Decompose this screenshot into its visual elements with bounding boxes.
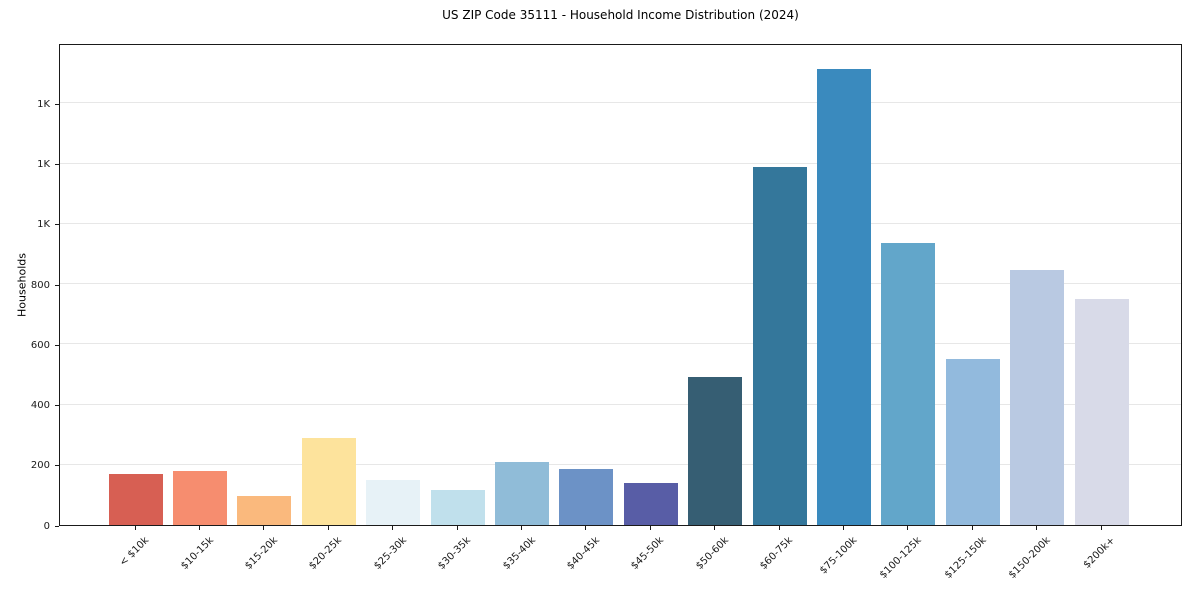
bar — [881, 243, 936, 525]
y-tick-label: 200 — [30, 460, 50, 472]
plot-area — [59, 44, 1182, 526]
y-tick-mark — [55, 103, 59, 105]
bar — [494, 461, 549, 525]
gridline — [60, 403, 1181, 405]
y-tick-mark — [55, 164, 59, 165]
gridline — [60, 162, 1181, 164]
x-tick-mark — [392, 526, 394, 530]
x-tick-label: $50-60k — [693, 535, 731, 572]
x-tick-mark — [1036, 526, 1038, 530]
x-tick-label: $35-40k — [500, 535, 538, 572]
x-tick-mark — [907, 526, 909, 530]
x-tick-label: < $10k — [117, 535, 152, 569]
y-tick-label: 400 — [30, 400, 50, 411]
x-tick-label: $25-30k — [371, 535, 409, 572]
y-tick-label: 1K — [37, 159, 50, 170]
y-tick-mark — [55, 284, 59, 286]
x-tick-label: $10-15k — [178, 535, 216, 572]
x-tick-mark — [520, 526, 522, 530]
gridline — [60, 222, 1181, 224]
x-tick-mark — [327, 526, 329, 530]
gridline — [60, 343, 1181, 345]
bar — [1010, 270, 1065, 525]
x-tick-mark — [971, 526, 973, 530]
bar — [559, 469, 614, 525]
bar — [752, 166, 807, 525]
x-tick-mark — [263, 526, 265, 530]
bar — [816, 68, 871, 525]
chart-title: US ZIP Code 35111 - Household Income Dis… — [442, 8, 799, 22]
x-tick-label: $125-150k — [942, 535, 989, 581]
y-tick-mark — [55, 344, 59, 346]
x-tick-label: $150-200k — [1006, 535, 1053, 581]
x-tick-label: $40-45k — [565, 535, 603, 572]
x-tick-mark — [1100, 526, 1102, 530]
y-tick-mark — [55, 405, 59, 406]
x-tick-mark — [842, 526, 844, 530]
y-tick-label: 800 — [30, 279, 50, 291]
x-tick-mark — [134, 526, 136, 530]
x-tick-mark — [649, 526, 651, 530]
bar — [366, 479, 421, 525]
bar — [108, 473, 163, 525]
bar — [430, 490, 485, 525]
x-tick-label: $75-100k — [818, 535, 860, 577]
gridline — [60, 102, 1181, 104]
bar — [688, 377, 743, 525]
bar — [945, 359, 1000, 525]
x-tick-label: $15-20k — [243, 535, 281, 572]
gridline — [60, 283, 1181, 284]
x-tick-label: $200k+ — [1081, 535, 1118, 571]
x-tick-mark — [714, 526, 716, 530]
bar — [172, 470, 227, 525]
gridline — [60, 463, 1181, 465]
x-tick-mark — [456, 526, 458, 530]
x-tick-label: $60-75k — [758, 535, 796, 572]
bar — [1074, 299, 1129, 525]
bar — [301, 437, 356, 525]
bar — [623, 482, 678, 525]
x-tick-label: $100-125k — [878, 535, 925, 581]
y-tick-mark — [55, 525, 59, 527]
y-tick-label: 1K — [37, 98, 50, 110]
y-tick-label: 0 — [43, 520, 50, 532]
y-tick-label: 600 — [30, 339, 50, 351]
bar — [237, 496, 292, 525]
x-tick-label: $30-35k — [436, 535, 474, 572]
y-tick-mark — [55, 224, 59, 226]
x-tick-mark — [585, 526, 587, 530]
x-tick-mark — [778, 526, 780, 530]
y-tick-mark — [55, 465, 59, 467]
x-tick-label: $45-50k — [629, 535, 667, 572]
y-tick-label: 1K — [37, 219, 50, 231]
x-tick-mark — [198, 526, 200, 530]
x-tick-label: $20-25k — [307, 535, 345, 572]
